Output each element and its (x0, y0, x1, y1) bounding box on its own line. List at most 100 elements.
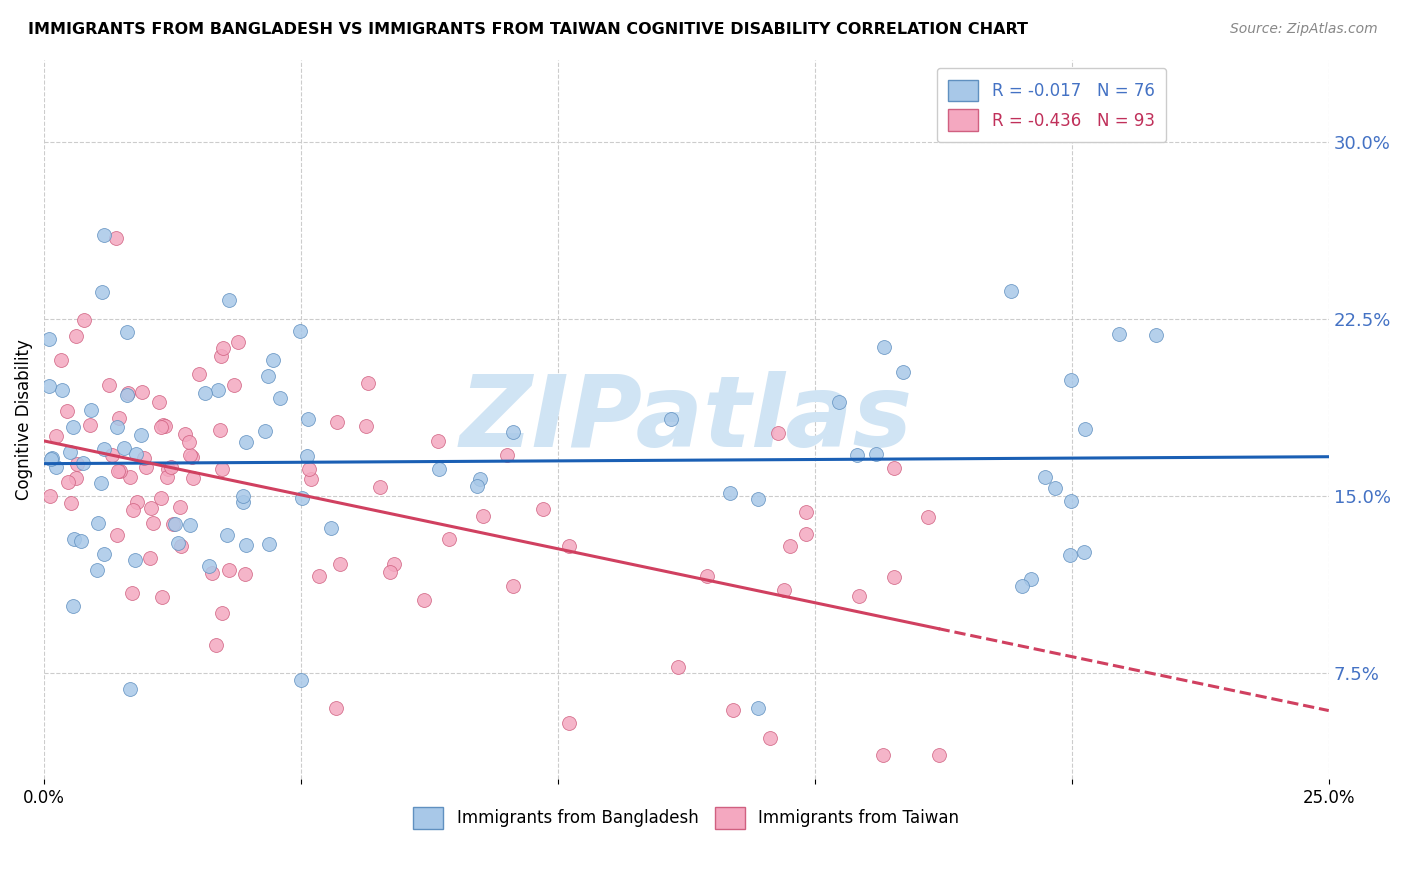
Point (211, 462, 233, 476)
Point (1144, 328, 1167, 343)
Point (156, 469, 179, 483)
Point (149, 491, 172, 506)
Point (194, 386, 217, 401)
Point (659, 411, 682, 425)
Point (558, 716, 581, 731)
Point (79, 403, 101, 417)
Point (152, 418, 174, 433)
Point (1060, 373, 1083, 387)
Point (747, 492, 769, 507)
Point (297, 412, 319, 426)
Point (148, 395, 170, 409)
Point (139, 551, 162, 566)
Point (132, 451, 155, 466)
Point (329, 557, 352, 571)
Point (49, 353, 72, 368)
Point (472, 509, 495, 524)
Point (1045, 481, 1067, 495)
Point (167, 536, 190, 550)
Point (502, 425, 524, 439)
Point (326, 415, 349, 429)
Point (222, 378, 245, 392)
Point (439, 532, 461, 546)
Point (153, 418, 176, 433)
Text: IMMIGRANTS FROM BANGLADESH VS IMMIGRANTS FROM TAIWAN COGNITIVE DISABILITY CORREL: IMMIGRANTS FROM BANGLADESH VS IMMIGRANTS… (28, 22, 1028, 37)
Point (120, 681, 142, 696)
Point (131, 385, 153, 400)
Point (865, 447, 887, 461)
Point (426, 434, 449, 448)
Point (235, 434, 257, 449)
Point (55, 403, 77, 417)
Point (257, 369, 280, 384)
Point (873, 340, 896, 354)
Point (208, 423, 231, 437)
Point (557, 539, 579, 553)
Point (211, 342, 233, 356)
Point (65, 471, 87, 485)
Point (299, 472, 322, 486)
Point (779, 539, 801, 553)
Point (38, 332, 60, 346)
Point (465, 479, 488, 493)
Point (58, 475, 80, 489)
Point (179, 434, 201, 449)
Point (79, 418, 101, 433)
Point (149, 420, 172, 434)
Text: Source: ZipAtlas.com: Source: ZipAtlas.com (1230, 22, 1378, 37)
Point (502, 579, 524, 593)
Point (1021, 572, 1043, 586)
Point (87, 516, 110, 530)
Point (179, 518, 201, 533)
Point (796, 505, 818, 519)
Point (62, 419, 84, 434)
Point (253, 424, 276, 438)
Point (298, 462, 321, 476)
Point (883, 570, 905, 584)
Point (288, 324, 311, 338)
Point (848, 589, 870, 603)
Point (39, 452, 62, 467)
Point (165, 517, 187, 532)
Point (204, 638, 226, 652)
Point (1000, 284, 1022, 298)
Point (104, 231, 127, 245)
Point (232, 495, 254, 509)
Point (718, 486, 741, 500)
Point (118, 470, 141, 484)
Point (468, 473, 491, 487)
Legend: Immigrants from Bangladesh, Immigrants from Taiwan: Immigrants from Bangladesh, Immigrants f… (406, 801, 966, 835)
Point (124, 553, 146, 567)
Point (105, 528, 128, 542)
Point (51, 384, 73, 398)
Point (228, 334, 250, 349)
Y-axis label: Cognitive Disability: Cognitive Disability (15, 339, 32, 500)
Point (91, 285, 114, 299)
Point (169, 500, 191, 514)
Point (773, 582, 796, 597)
Point (108, 464, 131, 478)
Point (112, 441, 135, 455)
Point (666, 660, 689, 674)
Point (73, 313, 96, 327)
Point (232, 490, 254, 504)
Point (495, 448, 517, 462)
Point (66, 457, 89, 471)
Point (93, 442, 115, 457)
Point (93, 228, 115, 243)
Point (1059, 493, 1081, 508)
Point (135, 459, 157, 474)
Point (59, 496, 82, 510)
Point (139, 500, 162, 515)
Point (1073, 545, 1095, 559)
Point (198, 558, 221, 573)
Point (179, 448, 201, 462)
Point (1033, 469, 1056, 483)
Point (211, 606, 233, 620)
Point (828, 395, 851, 409)
Point (127, 494, 149, 508)
Point (115, 325, 138, 339)
Point (117, 386, 139, 401)
Point (531, 502, 554, 516)
Point (218, 293, 240, 308)
